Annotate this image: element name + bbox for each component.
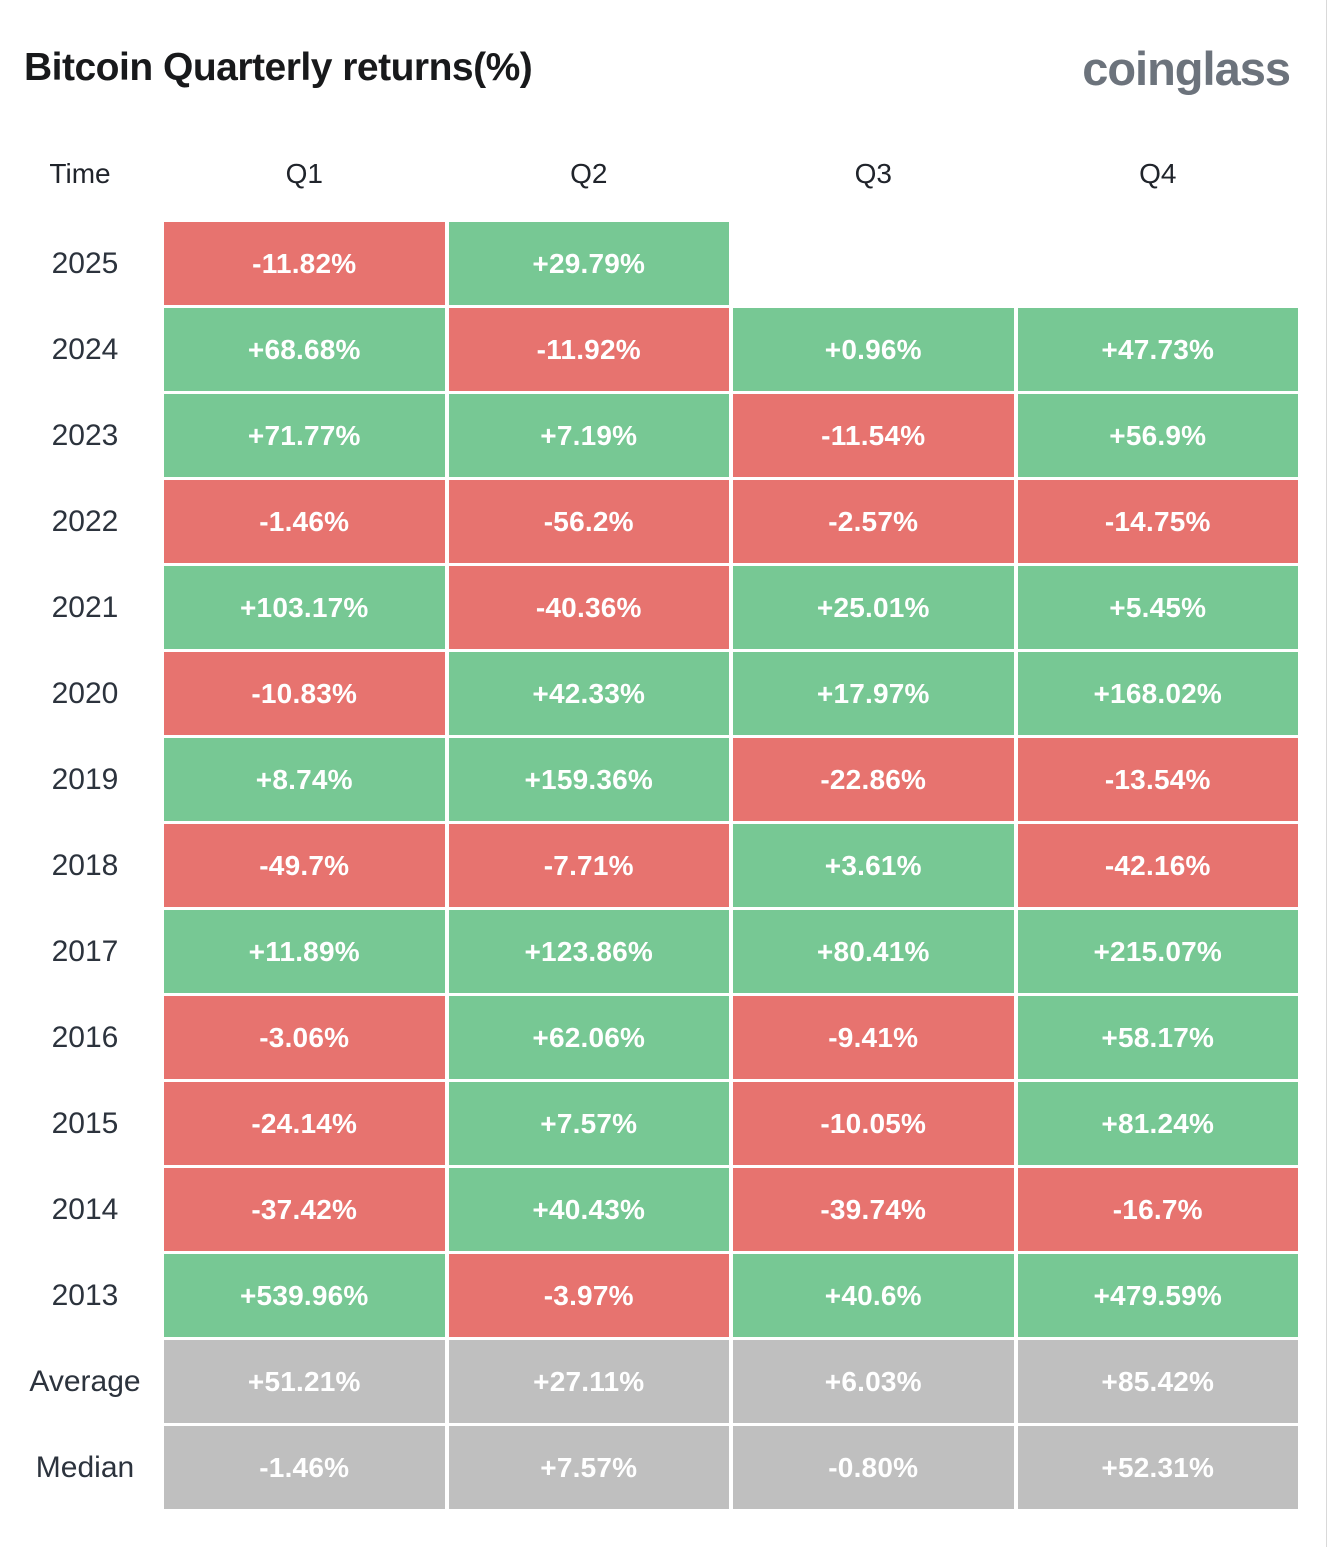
cell-2022-q2: -56.2% xyxy=(448,480,729,563)
column-header-q3: Q3 xyxy=(854,158,892,189)
cell-2013-q3: +40.6% xyxy=(733,1254,1014,1337)
cell-2024-q2: -11.92% xyxy=(448,308,729,391)
cell-2023-q4: +56.9% xyxy=(1017,394,1298,477)
topbar: Bitcoin Quarterly returns(%) coinglass xyxy=(0,0,1332,95)
cell-2024-q1: +68.68% xyxy=(164,308,445,391)
cell-2016-q1: -3.06% xyxy=(164,996,445,1079)
column-header-q1: Q1 xyxy=(285,158,323,189)
row-label-2023: 2023 xyxy=(51,418,119,452)
returns-table: 2025 -11.82% +29.79% 2024 +68.68% -11.92% +0.9… xyxy=(0,222,1298,1509)
cell-2025-q1: -11.82% xyxy=(164,222,445,305)
cell-2016-q3: -9.41% xyxy=(733,996,1014,1079)
cell-2017-q4: +215.07% xyxy=(1017,910,1298,993)
cell-2014-q1: -37.42% xyxy=(164,1168,445,1251)
cell-2021-q1: +103.17% xyxy=(164,566,445,649)
cell-2014-q2: +40.43% xyxy=(448,1168,729,1251)
cell-2015-q2: +7.57% xyxy=(448,1082,729,1165)
cell-2023-q1: +71.77% xyxy=(164,394,445,477)
table-header-row: Time Q1 Q2 Q3 Q4 xyxy=(0,152,1298,196)
cell-2015-q3: -10.05% xyxy=(733,1082,1014,1165)
cell-2019-q4: -13.54% xyxy=(1017,738,1298,821)
cell-2013-q4: +479.59% xyxy=(1017,1254,1298,1337)
row-label-2015: 2015 xyxy=(51,1106,119,1140)
cell-2019-q3: -22.86% xyxy=(733,738,1014,821)
row-label-2016: 2016 xyxy=(51,1020,119,1054)
cell-2017-q3: +80.41% xyxy=(733,910,1014,993)
cell-2024-q4: +47.73% xyxy=(1017,308,1298,391)
column-header-q2: Q2 xyxy=(570,158,608,189)
row-label-2021: 2021 xyxy=(51,590,119,624)
row-label-2017: 2017 xyxy=(51,934,119,968)
cell-2013-q1: +539.96% xyxy=(164,1254,445,1337)
row-label-2019: 2019 xyxy=(51,762,119,796)
cell-2020-q1: -10.83% xyxy=(164,652,445,735)
column-header-time: Time xyxy=(49,158,111,189)
cell-average-q1: +51.21% xyxy=(164,1340,445,1423)
cell-2025-q4-empty xyxy=(1018,222,1299,305)
cell-median-q4: +52.31% xyxy=(1017,1426,1298,1509)
cell-2018-q2: -7.71% xyxy=(448,824,729,907)
cell-2020-q2: +42.33% xyxy=(448,652,729,735)
cell-2017-q2: +123.86% xyxy=(448,910,729,993)
cell-median-q1: -1.46% xyxy=(164,1426,445,1509)
cell-2020-q3: +17.97% xyxy=(733,652,1014,735)
cell-2023-q3: -11.54% xyxy=(733,394,1014,477)
cell-average-q4: +85.42% xyxy=(1017,1340,1298,1423)
row-label-median: Median xyxy=(35,1450,135,1484)
row-label-2024: 2024 xyxy=(51,332,119,366)
cell-2021-q3: +25.01% xyxy=(733,566,1014,649)
cell-2025-q3-empty xyxy=(733,222,1014,305)
cell-2014-q4: -16.7% xyxy=(1017,1168,1298,1251)
cell-2017-q1: +11.89% xyxy=(164,910,445,993)
cell-average-q2: +27.11% xyxy=(448,1340,729,1423)
cell-2022-q3: -2.57% xyxy=(733,480,1014,563)
cell-2023-q2: +7.19% xyxy=(448,394,729,477)
scrollbar-track-edge xyxy=(1326,0,1327,1547)
cell-median-q3: -0.80% xyxy=(733,1426,1014,1509)
cell-2019-q2: +159.36% xyxy=(448,738,729,821)
cell-2018-q4: -42.16% xyxy=(1017,824,1298,907)
coinglass-logo: coinglass xyxy=(1082,41,1291,95)
cell-2022-q4: -14.75% xyxy=(1017,480,1298,563)
row-label-2018: 2018 xyxy=(51,848,119,882)
cell-2018-q3: +3.61% xyxy=(733,824,1014,907)
cell-2019-q1: +8.74% xyxy=(164,738,445,821)
row-label-2014: 2014 xyxy=(51,1192,119,1226)
row-label-2022: 2022 xyxy=(51,504,119,538)
cell-2015-q1: -24.14% xyxy=(164,1082,445,1165)
cell-2021-q2: -40.36% xyxy=(448,566,729,649)
column-header-q4: Q4 xyxy=(1139,158,1177,189)
row-label-2013: 2013 xyxy=(51,1278,119,1312)
page-title: Bitcoin Quarterly returns(%) xyxy=(24,46,533,89)
row-label-2020: 2020 xyxy=(51,676,119,710)
cell-2013-q2: -3.97% xyxy=(448,1254,729,1337)
cell-2021-q4: +5.45% xyxy=(1017,566,1298,649)
row-label-2025: 2025 xyxy=(51,246,119,280)
cell-2018-q1: -49.7% xyxy=(164,824,445,907)
cell-2016-q4: +58.17% xyxy=(1017,996,1298,1079)
cell-average-q3: +6.03% xyxy=(733,1340,1014,1423)
cell-2016-q2: +62.06% xyxy=(448,996,729,1079)
cell-2015-q4: +81.24% xyxy=(1017,1082,1298,1165)
cell-2020-q4: +168.02% xyxy=(1017,652,1298,735)
row-label-average: Average xyxy=(29,1364,141,1398)
cell-2022-q1: -1.46% xyxy=(164,480,445,563)
cell-2014-q3: -39.74% xyxy=(733,1168,1014,1251)
cell-median-q2: +7.57% xyxy=(448,1426,729,1509)
cell-2025-q2: +29.79% xyxy=(448,222,729,305)
cell-2024-q3: +0.96% xyxy=(733,308,1014,391)
